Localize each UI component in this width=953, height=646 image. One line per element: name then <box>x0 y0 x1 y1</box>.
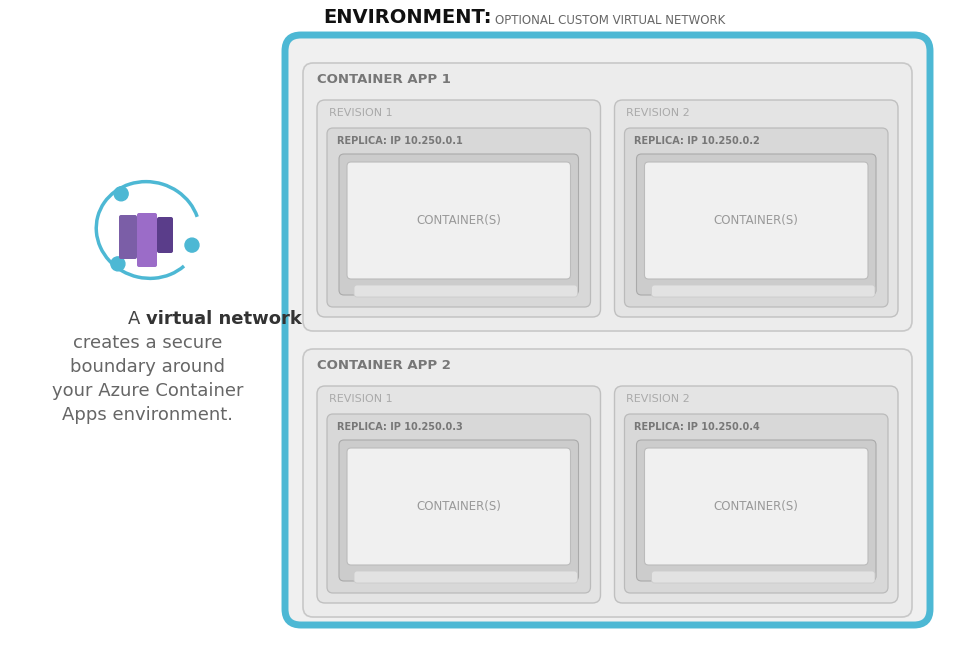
Text: creates a secure: creates a secure <box>73 334 222 352</box>
FancyBboxPatch shape <box>303 349 911 617</box>
Text: CONTAINER(S): CONTAINER(S) <box>713 500 798 513</box>
FancyBboxPatch shape <box>316 100 599 317</box>
Text: CONTAINER(S): CONTAINER(S) <box>713 214 798 227</box>
FancyBboxPatch shape <box>636 440 875 581</box>
Text: REVISION 1: REVISION 1 <box>329 108 393 118</box>
FancyBboxPatch shape <box>624 414 887 593</box>
FancyBboxPatch shape <box>316 386 599 603</box>
FancyBboxPatch shape <box>285 35 929 625</box>
FancyBboxPatch shape <box>327 414 590 593</box>
Text: ENVIRONMENT:: ENVIRONMENT: <box>322 8 491 27</box>
Text: REPLICA: IP 10.250.0.3: REPLICA: IP 10.250.0.3 <box>336 422 462 432</box>
Text: REVISION 2: REVISION 2 <box>626 108 690 118</box>
FancyBboxPatch shape <box>338 440 578 581</box>
FancyBboxPatch shape <box>651 571 874 583</box>
FancyBboxPatch shape <box>636 154 875 295</box>
Circle shape <box>185 238 199 252</box>
Text: CONTAINER APP 2: CONTAINER APP 2 <box>316 359 451 372</box>
FancyBboxPatch shape <box>303 63 911 331</box>
FancyBboxPatch shape <box>338 154 578 295</box>
Text: A: A <box>128 310 146 328</box>
FancyBboxPatch shape <box>347 162 570 279</box>
Text: boundary around: boundary around <box>71 358 225 376</box>
Text: Apps environment.: Apps environment. <box>63 406 233 424</box>
FancyBboxPatch shape <box>119 215 137 259</box>
FancyBboxPatch shape <box>157 217 172 253</box>
FancyBboxPatch shape <box>614 386 897 603</box>
Text: virtual network: virtual network <box>146 310 301 328</box>
Text: CONTAINER APP 1: CONTAINER APP 1 <box>316 73 451 86</box>
Circle shape <box>114 187 128 201</box>
Text: CONTAINER(S): CONTAINER(S) <box>416 214 500 227</box>
FancyBboxPatch shape <box>644 162 867 279</box>
FancyBboxPatch shape <box>614 100 897 317</box>
FancyBboxPatch shape <box>137 213 157 267</box>
Text: REVISION 1: REVISION 1 <box>329 394 393 404</box>
FancyBboxPatch shape <box>624 128 887 307</box>
Text: CONTAINER(S): CONTAINER(S) <box>416 500 500 513</box>
FancyBboxPatch shape <box>327 128 590 307</box>
FancyBboxPatch shape <box>354 285 577 297</box>
FancyBboxPatch shape <box>347 448 570 565</box>
FancyBboxPatch shape <box>651 285 874 297</box>
Text: REPLICA: IP 10.250.0.2: REPLICA: IP 10.250.0.2 <box>634 136 760 146</box>
FancyBboxPatch shape <box>354 571 577 583</box>
Text: REVISION 2: REVISION 2 <box>626 394 690 404</box>
Circle shape <box>111 257 125 271</box>
Text: your Azure Container: your Azure Container <box>52 382 244 400</box>
Text: OPTIONAL CUSTOM VIRTUAL NETWORK: OPTIONAL CUSTOM VIRTUAL NETWORK <box>495 14 725 27</box>
Text: REPLICA: IP 10.250.0.4: REPLICA: IP 10.250.0.4 <box>634 422 760 432</box>
FancyBboxPatch shape <box>644 448 867 565</box>
Text: REPLICA: IP 10.250.0.1: REPLICA: IP 10.250.0.1 <box>336 136 462 146</box>
